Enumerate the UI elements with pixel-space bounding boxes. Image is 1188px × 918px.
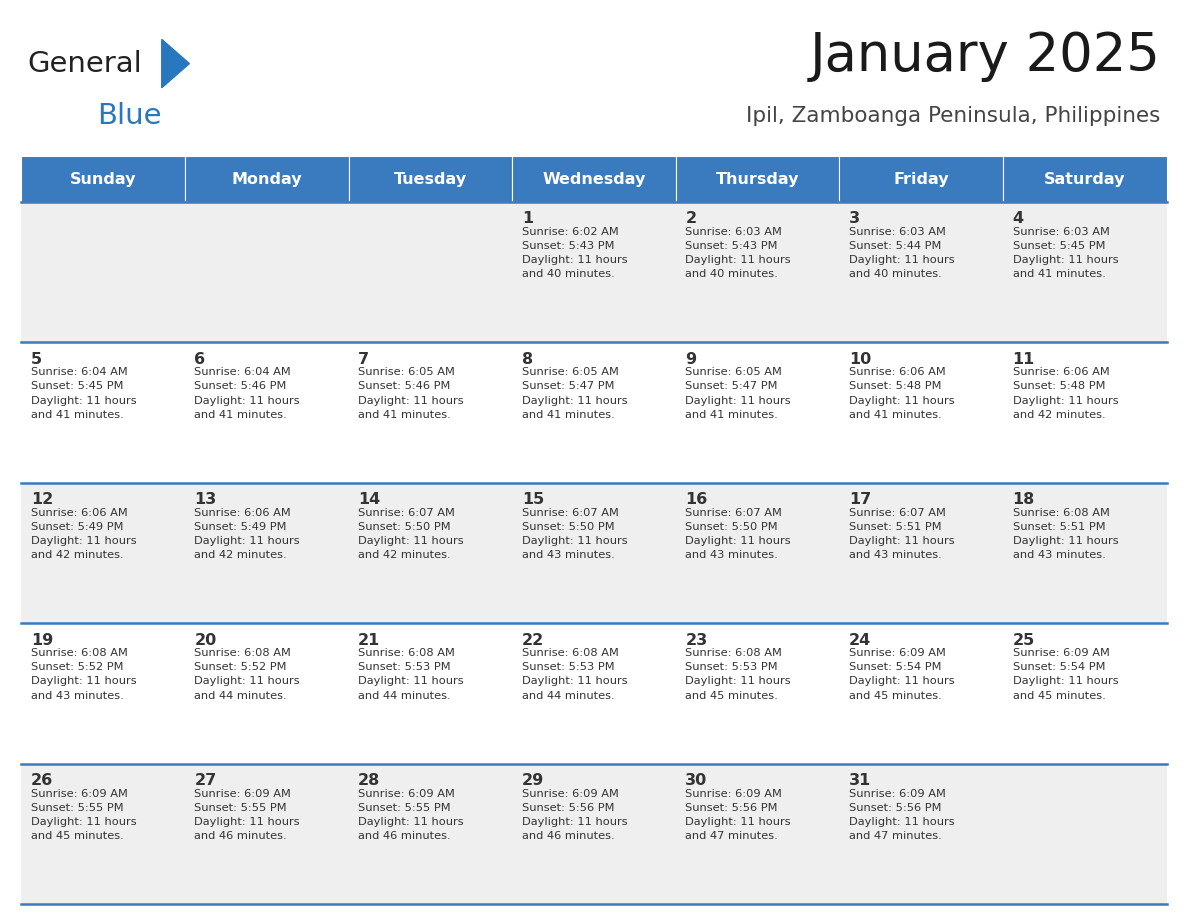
Text: Sunrise: 6:08 AM
Sunset: 5:53 PM
Daylight: 11 hours
and 44 minutes.: Sunrise: 6:08 AM Sunset: 5:53 PM Dayligh… [358, 648, 463, 700]
Text: Sunrise: 6:08 AM
Sunset: 5:52 PM
Daylight: 11 hours
and 44 minutes.: Sunrise: 6:08 AM Sunset: 5:52 PM Dayligh… [195, 648, 301, 700]
Text: 15: 15 [522, 492, 544, 507]
Text: Sunrise: 6:08 AM
Sunset: 5:51 PM
Daylight: 11 hours
and 43 minutes.: Sunrise: 6:08 AM Sunset: 5:51 PM Dayligh… [1012, 508, 1118, 560]
Text: Sunrise: 6:06 AM
Sunset: 5:49 PM
Daylight: 11 hours
and 42 minutes.: Sunrise: 6:06 AM Sunset: 5:49 PM Dayligh… [195, 508, 301, 560]
Text: 28: 28 [358, 773, 380, 788]
Text: 9: 9 [685, 352, 696, 366]
Text: Wednesday: Wednesday [542, 172, 646, 186]
Text: Sunrise: 6:05 AM
Sunset: 5:47 PM
Daylight: 11 hours
and 41 minutes.: Sunrise: 6:05 AM Sunset: 5:47 PM Dayligh… [522, 367, 627, 420]
Text: 27: 27 [195, 773, 216, 788]
Text: 5: 5 [31, 352, 42, 366]
Text: Thursday: Thursday [716, 172, 800, 186]
Text: 20: 20 [195, 633, 216, 647]
Text: Sunrise: 6:09 AM
Sunset: 5:55 PM
Daylight: 11 hours
and 46 minutes.: Sunrise: 6:09 AM Sunset: 5:55 PM Dayligh… [358, 789, 463, 841]
Text: Sunrise: 6:07 AM
Sunset: 5:50 PM
Daylight: 11 hours
and 43 minutes.: Sunrise: 6:07 AM Sunset: 5:50 PM Dayligh… [522, 508, 627, 560]
Text: 29: 29 [522, 773, 544, 788]
Text: Ipil, Zamboanga Peninsula, Philippines: Ipil, Zamboanga Peninsula, Philippines [746, 106, 1161, 126]
Text: 30: 30 [685, 773, 708, 788]
Text: Sunrise: 6:09 AM
Sunset: 5:54 PM
Daylight: 11 hours
and 45 minutes.: Sunrise: 6:09 AM Sunset: 5:54 PM Dayligh… [849, 648, 954, 700]
Text: 21: 21 [358, 633, 380, 647]
Text: January 2025: January 2025 [810, 30, 1161, 83]
Text: 12: 12 [31, 492, 53, 507]
Text: Friday: Friday [893, 172, 949, 186]
Text: Sunrise: 6:06 AM
Sunset: 5:49 PM
Daylight: 11 hours
and 42 minutes.: Sunrise: 6:06 AM Sunset: 5:49 PM Dayligh… [31, 508, 137, 560]
Text: Tuesday: Tuesday [394, 172, 467, 186]
Text: 3: 3 [849, 211, 860, 226]
Text: 23: 23 [685, 633, 708, 647]
Text: 18: 18 [1012, 492, 1035, 507]
Text: Sunrise: 6:03 AM
Sunset: 5:44 PM
Daylight: 11 hours
and 40 minutes.: Sunrise: 6:03 AM Sunset: 5:44 PM Dayligh… [849, 227, 954, 279]
Polygon shape [162, 39, 189, 88]
Text: Sunrise: 6:04 AM
Sunset: 5:45 PM
Daylight: 11 hours
and 41 minutes.: Sunrise: 6:04 AM Sunset: 5:45 PM Dayligh… [31, 367, 137, 420]
Text: Sunrise: 6:02 AM
Sunset: 5:43 PM
Daylight: 11 hours
and 40 minutes.: Sunrise: 6:02 AM Sunset: 5:43 PM Dayligh… [522, 227, 627, 279]
Text: 24: 24 [849, 633, 871, 647]
Text: General: General [27, 50, 143, 78]
Text: Sunrise: 6:05 AM
Sunset: 5:46 PM
Daylight: 11 hours
and 41 minutes.: Sunrise: 6:05 AM Sunset: 5:46 PM Dayligh… [358, 367, 463, 420]
Text: Sunrise: 6:09 AM
Sunset: 5:56 PM
Daylight: 11 hours
and 47 minutes.: Sunrise: 6:09 AM Sunset: 5:56 PM Dayligh… [685, 789, 791, 841]
Text: Saturday: Saturday [1044, 172, 1125, 186]
Text: 6: 6 [195, 352, 206, 366]
Text: 14: 14 [358, 492, 380, 507]
Text: Blue: Blue [97, 102, 162, 130]
Text: Sunrise: 6:06 AM
Sunset: 5:48 PM
Daylight: 11 hours
and 42 minutes.: Sunrise: 6:06 AM Sunset: 5:48 PM Dayligh… [1012, 367, 1118, 420]
Text: Sunrise: 6:08 AM
Sunset: 5:52 PM
Daylight: 11 hours
and 43 minutes.: Sunrise: 6:08 AM Sunset: 5:52 PM Dayligh… [31, 648, 137, 700]
Text: Sunday: Sunday [70, 172, 137, 186]
Text: Sunrise: 6:09 AM
Sunset: 5:55 PM
Daylight: 11 hours
and 46 minutes.: Sunrise: 6:09 AM Sunset: 5:55 PM Dayligh… [195, 789, 301, 841]
Text: Sunrise: 6:09 AM
Sunset: 5:56 PM
Daylight: 11 hours
and 47 minutes.: Sunrise: 6:09 AM Sunset: 5:56 PM Dayligh… [849, 789, 954, 841]
Text: 7: 7 [358, 352, 369, 366]
Text: Sunrise: 6:07 AM
Sunset: 5:50 PM
Daylight: 11 hours
and 42 minutes.: Sunrise: 6:07 AM Sunset: 5:50 PM Dayligh… [358, 508, 463, 560]
Text: Sunrise: 6:08 AM
Sunset: 5:53 PM
Daylight: 11 hours
and 45 minutes.: Sunrise: 6:08 AM Sunset: 5:53 PM Dayligh… [685, 648, 791, 700]
Text: 31: 31 [849, 773, 871, 788]
Text: Monday: Monday [232, 172, 302, 186]
Text: 17: 17 [849, 492, 871, 507]
Text: Sunrise: 6:09 AM
Sunset: 5:54 PM
Daylight: 11 hours
and 45 minutes.: Sunrise: 6:09 AM Sunset: 5:54 PM Dayligh… [1012, 648, 1118, 700]
Text: Sunrise: 6:03 AM
Sunset: 5:43 PM
Daylight: 11 hours
and 40 minutes.: Sunrise: 6:03 AM Sunset: 5:43 PM Dayligh… [685, 227, 791, 279]
Text: 4: 4 [1012, 211, 1024, 226]
Text: Sunrise: 6:07 AM
Sunset: 5:51 PM
Daylight: 11 hours
and 43 minutes.: Sunrise: 6:07 AM Sunset: 5:51 PM Dayligh… [849, 508, 954, 560]
Text: Sunrise: 6:08 AM
Sunset: 5:53 PM
Daylight: 11 hours
and 44 minutes.: Sunrise: 6:08 AM Sunset: 5:53 PM Dayligh… [522, 648, 627, 700]
Text: 13: 13 [195, 492, 216, 507]
Text: Sunrise: 6:07 AM
Sunset: 5:50 PM
Daylight: 11 hours
and 43 minutes.: Sunrise: 6:07 AM Sunset: 5:50 PM Dayligh… [685, 508, 791, 560]
Text: 19: 19 [31, 633, 53, 647]
Text: 26: 26 [31, 773, 53, 788]
Text: Sunrise: 6:06 AM
Sunset: 5:48 PM
Daylight: 11 hours
and 41 minutes.: Sunrise: 6:06 AM Sunset: 5:48 PM Dayligh… [849, 367, 954, 420]
Text: Sunrise: 6:09 AM
Sunset: 5:56 PM
Daylight: 11 hours
and 46 minutes.: Sunrise: 6:09 AM Sunset: 5:56 PM Dayligh… [522, 789, 627, 841]
Text: Sunrise: 6:03 AM
Sunset: 5:45 PM
Daylight: 11 hours
and 41 minutes.: Sunrise: 6:03 AM Sunset: 5:45 PM Dayligh… [1012, 227, 1118, 279]
Text: Sunrise: 6:04 AM
Sunset: 5:46 PM
Daylight: 11 hours
and 41 minutes.: Sunrise: 6:04 AM Sunset: 5:46 PM Dayligh… [195, 367, 301, 420]
Text: 11: 11 [1012, 352, 1035, 366]
Text: Sunrise: 6:05 AM
Sunset: 5:47 PM
Daylight: 11 hours
and 41 minutes.: Sunrise: 6:05 AM Sunset: 5:47 PM Dayligh… [685, 367, 791, 420]
Text: Sunrise: 6:09 AM
Sunset: 5:55 PM
Daylight: 11 hours
and 45 minutes.: Sunrise: 6:09 AM Sunset: 5:55 PM Dayligh… [31, 789, 137, 841]
Text: 10: 10 [849, 352, 871, 366]
Text: 2: 2 [685, 211, 696, 226]
Text: 22: 22 [522, 633, 544, 647]
Text: 1: 1 [522, 211, 533, 226]
Text: 8: 8 [522, 352, 533, 366]
Text: 16: 16 [685, 492, 708, 507]
Text: 25: 25 [1012, 633, 1035, 647]
